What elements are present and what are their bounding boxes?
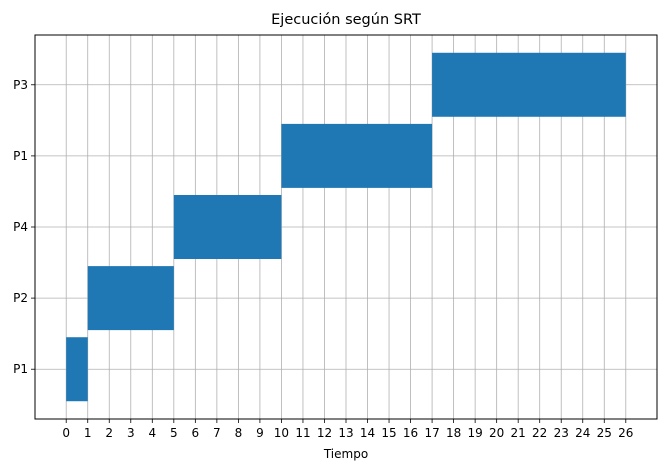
bar-p2-1: [87, 266, 174, 331]
y-tick-label: P3: [13, 78, 28, 92]
y-tick-label: P4: [13, 220, 28, 234]
x-tick-label: 1: [84, 426, 92, 440]
x-tick-label: 4: [148, 426, 156, 440]
x-tick-label: 6: [192, 426, 200, 440]
x-tick-label: 3: [127, 426, 135, 440]
x-tick-label: 0: [62, 426, 70, 440]
x-tick-label: 12: [317, 426, 332, 440]
x-tick-label: 5: [170, 426, 178, 440]
bar-p4-2: [173, 195, 282, 259]
y-axis-ticks: P1 P2 P4 P1 P3: [13, 78, 35, 376]
x-tick-label: 25: [597, 426, 612, 440]
x-tick-label: 13: [338, 426, 353, 440]
y-tick-label: P1: [13, 149, 28, 163]
x-tick-label: 10: [274, 426, 289, 440]
x-tick-label: 20: [489, 426, 504, 440]
x-tick-label: 26: [618, 426, 633, 440]
x-tick-label: 24: [575, 426, 590, 440]
x-tick-label: 7: [213, 426, 221, 440]
bar-p1-3: [281, 123, 433, 188]
bars: [66, 52, 626, 402]
x-tick-label: 14: [360, 426, 375, 440]
x-tick-label: 19: [467, 426, 482, 440]
x-axis-ticks: 0 1 2 3 4 5 6 7 8 9 10 11 12 13 14 15 16 17 18 19 20 21 22 23 24…: [62, 419, 633, 440]
y-tick-label: P1: [13, 362, 28, 376]
y-tick-label: P2: [13, 291, 28, 305]
chart-title: Ejecución según SRT: [271, 12, 421, 28]
x-tick-label: 15: [381, 426, 396, 440]
x-tick-label: 22: [532, 426, 547, 440]
x-tick-label: 9: [256, 426, 264, 440]
x-tick-label: 18: [446, 426, 461, 440]
bar-p1-0: [66, 337, 88, 402]
x-tick-label: 16: [403, 426, 418, 440]
x-tick-label: 2: [105, 426, 113, 440]
x-tick-label: 8: [235, 426, 243, 440]
x-axis-label: Tiempo: [323, 447, 368, 461]
x-tick-label: 11: [295, 426, 310, 440]
bar-p3-4: [432, 52, 626, 117]
x-tick-label: 23: [554, 426, 569, 440]
x-tick-label: 17: [424, 426, 439, 440]
x-tick-label: 21: [511, 426, 526, 440]
